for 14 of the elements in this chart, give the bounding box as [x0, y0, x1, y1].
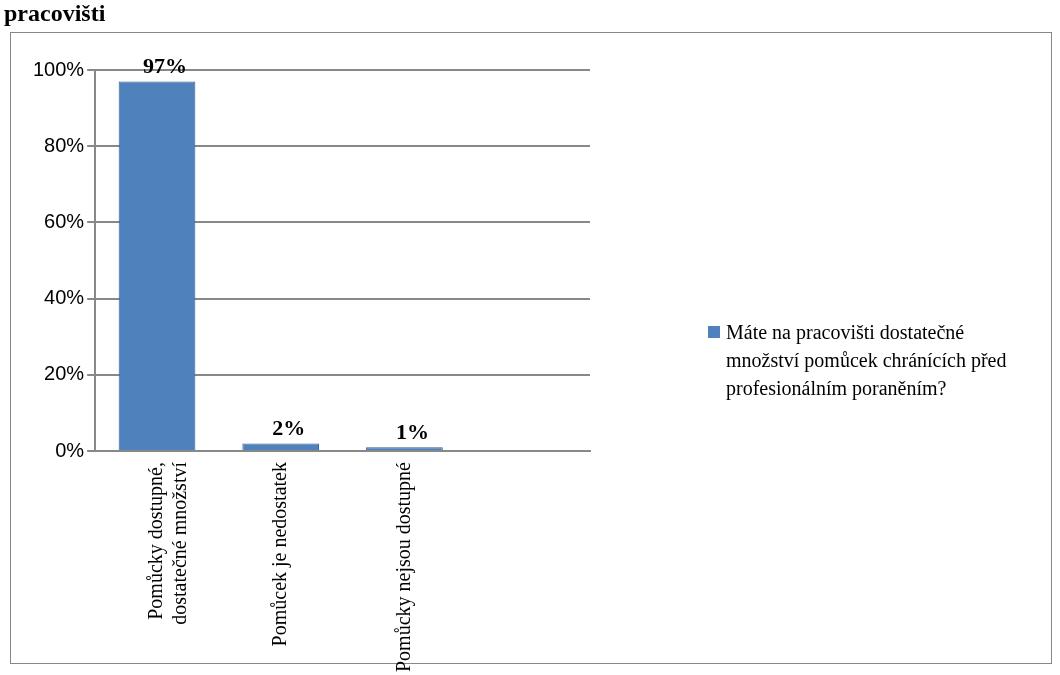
- y-tick-label: 80%: [44, 133, 85, 156]
- y-tick-label: 20%: [44, 362, 85, 385]
- y-tick-label: 40%: [44, 286, 85, 309]
- x-tick-label: Pomůcky dostupné, dostatečné množství: [144, 461, 191, 625]
- y-tick-label: 60%: [44, 209, 85, 232]
- data-label: 97%: [143, 53, 188, 79]
- x-tick-label: Pomůcek je nedostatek: [267, 462, 291, 647]
- y-tick-label: 0%: [55, 438, 85, 461]
- y-tick-label: 100%: [33, 57, 85, 80]
- data-label: 1%: [395, 418, 429, 444]
- chart-title: pracovišti: [4, 0, 106, 27]
- data-label: 2%: [272, 415, 306, 441]
- legend-label: Máte na pracovišti dostatečné množství pomůcek chránících před profesionálním poraněním?: [726, 320, 1008, 402]
- x-tick-label: Pomůcky nejsou dostupné: [391, 461, 415, 673]
